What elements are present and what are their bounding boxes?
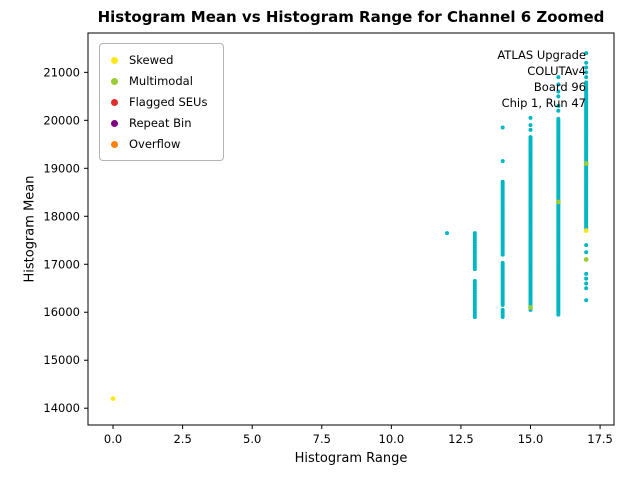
legend-item-flagged-seus: Flagged SEUs <box>111 96 207 108</box>
data-point-skewed <box>583 228 589 234</box>
data-point-multimodal <box>583 257 589 262</box>
data-point <box>584 298 589 303</box>
data-point <box>528 115 533 120</box>
chart-title: Histogram Mean vs Histogram Range for Ch… <box>97 8 605 26</box>
legend-label-repeat-bin: Repeat Bin <box>129 116 192 130</box>
y-axis-label: Histogram Mean <box>22 175 38 283</box>
data-point <box>584 80 589 85</box>
annotation-line-4: Chip 1, Run 47 <box>501 96 586 110</box>
x-tick-label: 5.0 <box>243 432 261 446</box>
legend-item-overflow: Overflow <box>111 138 207 150</box>
data-point <box>500 260 505 265</box>
scatter-points-skewed <box>110 228 589 402</box>
annotation-text: ATLAS Upgrade COLUTAv4 Board 96 Chip 1, … <box>497 47 586 111</box>
legend-item-skewed: Skewed <box>111 54 207 66</box>
legend-marker-repeat-bin <box>111 119 118 127</box>
data-point <box>584 250 589 255</box>
data-point <box>556 103 561 108</box>
data-point <box>528 135 533 140</box>
data-point <box>500 179 505 184</box>
data-point <box>584 70 589 75</box>
x-tick-label: 0.0 <box>104 432 122 446</box>
y-tick-label: 18000 <box>43 209 80 223</box>
data-point-skewed <box>110 396 116 402</box>
data-point <box>445 231 450 236</box>
data-point <box>556 82 561 87</box>
scatter-points-main <box>445 51 589 320</box>
data-point <box>584 286 589 291</box>
x-tick-label: 17.5 <box>587 432 613 446</box>
data-point <box>556 89 561 94</box>
data-point-multimodal <box>583 161 589 166</box>
data-point-multimodal <box>555 199 561 205</box>
data-point <box>584 51 589 56</box>
legend-label-multimodal: Multimodal <box>129 74 193 88</box>
x-tick-label: 7.5 <box>313 432 331 446</box>
y-tick-label: 21000 <box>43 65 80 79</box>
y-tick-label: 16000 <box>43 305 80 319</box>
legend-item-multimodal: Multimodal <box>111 75 207 87</box>
scatter-points-multimodal <box>528 161 589 310</box>
data-point <box>584 60 589 65</box>
annotation-line-2: COLUTAv4 <box>527 64 586 78</box>
data-point <box>472 279 477 284</box>
data-point-multimodal <box>528 305 533 310</box>
x-tick-label: 15.0 <box>518 432 544 446</box>
legend-label-flagged-seus: Flagged SEUs <box>129 95 208 109</box>
data-point <box>584 243 589 248</box>
axes-frame <box>87 32 615 426</box>
data-point <box>556 116 561 121</box>
data-point <box>500 307 505 312</box>
data-point <box>584 276 589 281</box>
data-point <box>584 281 589 286</box>
data-point <box>528 127 533 132</box>
legend-marker-flagged-seus <box>111 98 118 106</box>
legend-item-repeat-bin: Repeat Bin <box>111 117 207 129</box>
x-tick-label: 12.5 <box>448 432 474 446</box>
legend-marker-multimodal <box>111 77 118 85</box>
data-point <box>556 75 561 80</box>
data-point <box>500 125 505 130</box>
legend-marker-skewed <box>111 56 118 64</box>
annotation-line-3: Board 96 <box>533 80 586 94</box>
annotation-line-1: ATLAS Upgrade <box>497 48 586 62</box>
legend-marker-overflow <box>111 140 118 148</box>
y-tick-label: 20000 <box>43 113 80 127</box>
legend-label-skewed: Skewed <box>129 53 174 67</box>
data-point <box>584 65 589 70</box>
x-tick-label: 10.0 <box>379 432 405 446</box>
data-point <box>556 94 561 99</box>
data-point <box>472 231 477 236</box>
y-tick-label: 19000 <box>43 161 80 175</box>
y-tick-label: 17000 <box>43 257 80 271</box>
data-point <box>500 159 505 164</box>
legend-label-overflow: Overflow <box>129 137 181 151</box>
data-point <box>584 271 589 276</box>
legend: Skewed Multimodal Flagged SEUs Repeat Bin Ov… <box>99 43 225 161</box>
x-axis-label: Histogram Range <box>294 451 408 466</box>
data-point <box>556 108 561 113</box>
y-tick-label: 14000 <box>43 401 80 415</box>
y-tick-label: 15000 <box>43 353 80 367</box>
data-point <box>584 75 589 80</box>
data-point <box>528 123 533 128</box>
x-tick-label: 2.5 <box>173 432 191 446</box>
